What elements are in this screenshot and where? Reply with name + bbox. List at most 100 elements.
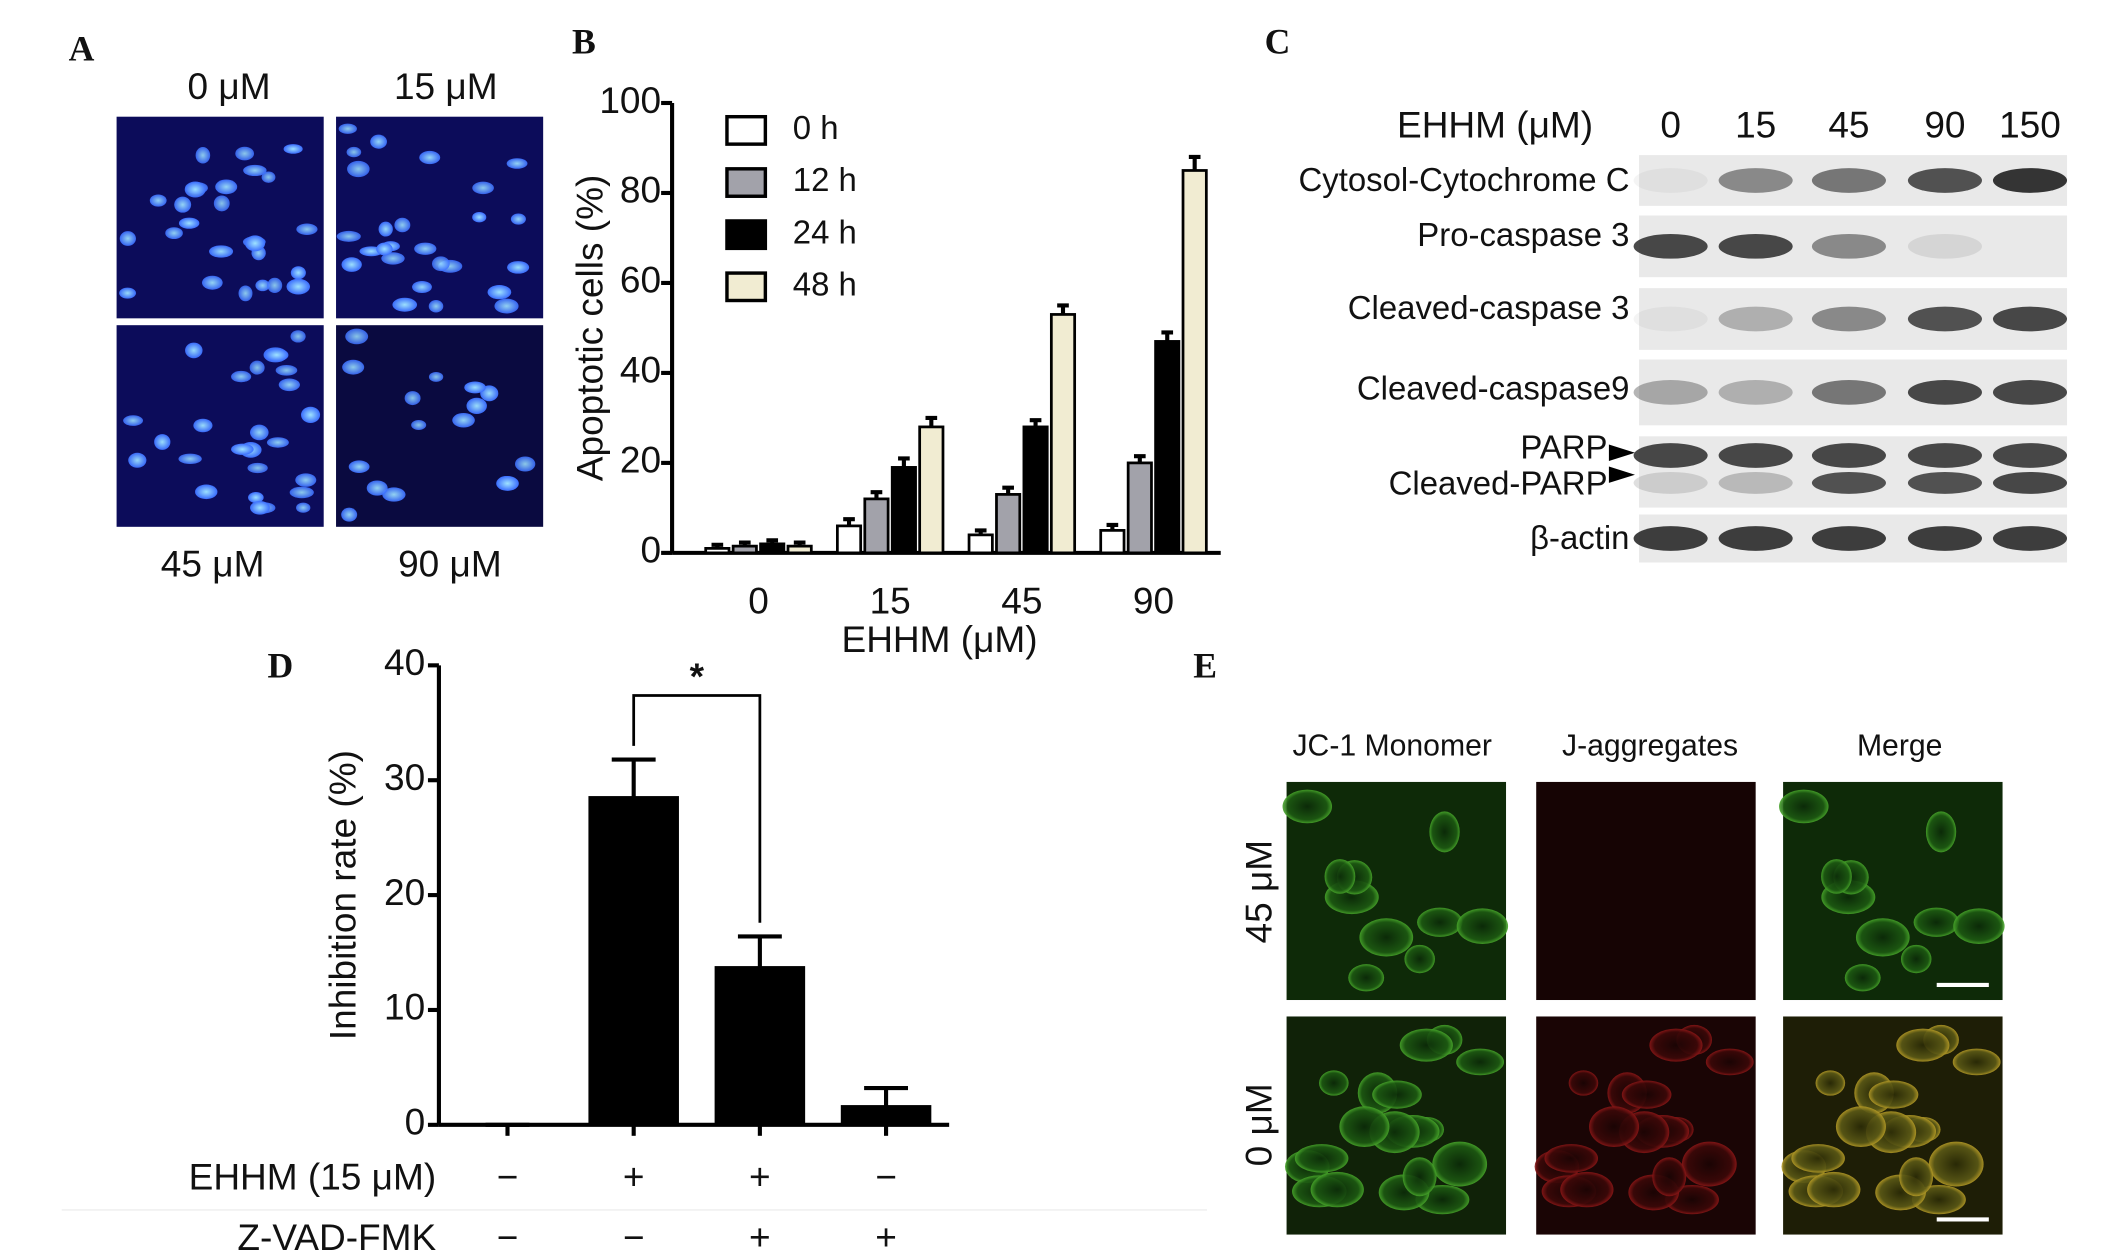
- nucleus: [466, 397, 487, 414]
- nucleus: [261, 171, 276, 183]
- cell: [1681, 1141, 1737, 1187]
- nucleus: [414, 242, 437, 255]
- blot-band: [1633, 443, 1708, 468]
- y-tick-label: 0: [641, 529, 662, 571]
- cell: [1417, 907, 1463, 937]
- cell: [1399, 1028, 1453, 1062]
- blot-band: [1992, 471, 2068, 494]
- y-tick-label: 80: [620, 169, 661, 211]
- error-bar: [1029, 418, 1042, 427]
- nucleus: [432, 256, 450, 272]
- x-tick-label: 0: [748, 579, 769, 621]
- y-tick-label: 10: [384, 986, 425, 1028]
- y-axis-label: Inhibition rate (%): [321, 750, 363, 1040]
- cell: [1649, 1028, 1703, 1062]
- blot-row-label: Pro-caspase 3: [1417, 216, 1629, 253]
- blot-band: [1811, 233, 1886, 259]
- bar: [1022, 425, 1049, 555]
- nucleus: [178, 453, 202, 465]
- arrowhead: [1608, 466, 1635, 483]
- nucleus: [195, 484, 218, 500]
- legend-label: 12 h: [793, 161, 857, 198]
- blot-row-label: Cleaved-caspase9: [1357, 370, 1630, 407]
- y-tick-label: 40: [620, 349, 661, 391]
- bar: [995, 493, 1022, 555]
- treatment-sign: +: [749, 1216, 771, 1258]
- nucleus: [366, 480, 388, 496]
- blot-band: [1811, 306, 1886, 332]
- nucleus: [119, 231, 136, 246]
- bar: [759, 542, 786, 555]
- bar: [731, 544, 758, 555]
- error-bar: [766, 538, 779, 544]
- treatment-sign: +: [749, 1155, 771, 1197]
- nucleus: [255, 279, 270, 292]
- y-tick-label: 20: [620, 439, 661, 481]
- blot-band: [1907, 168, 1982, 193]
- bar: [863, 497, 890, 555]
- treatment-sign: −: [623, 1216, 645, 1258]
- cell: [1324, 859, 1356, 894]
- legend-label: 0 h: [793, 109, 839, 146]
- significance-bracket: [632, 694, 762, 923]
- blot-row-label: PARP: [1520, 429, 1607, 466]
- column-label: J-aggregates: [1562, 730, 1738, 763]
- nucleus: [215, 179, 238, 195]
- blot-band: [1907, 233, 1982, 259]
- panel-label: E: [1193, 646, 1217, 686]
- error-bar: [711, 542, 724, 549]
- nucleus: [123, 415, 144, 426]
- bar: [714, 966, 806, 1127]
- legend-label: 48 h: [793, 265, 857, 302]
- error-bar: [737, 934, 782, 968]
- blot-band: [1811, 380, 1886, 405]
- nucleus: [250, 500, 270, 515]
- bar: [835, 524, 863, 555]
- y-axis-label: Apoptotic cells (%): [568, 175, 610, 482]
- nucleus: [249, 360, 265, 375]
- bar: [1126, 461, 1153, 555]
- x-tick-label: 90: [1133, 579, 1174, 621]
- blot-band: [1992, 306, 2068, 332]
- cell: [1855, 918, 1910, 957]
- blot-band: [1633, 306, 1708, 332]
- nucleus: [338, 123, 357, 134]
- nucleus: [174, 196, 192, 213]
- nucleus: [243, 164, 267, 177]
- micrograph: [336, 325, 544, 527]
- dose-label: 45: [1828, 103, 1869, 145]
- nucleus: [290, 330, 306, 343]
- cell: [1544, 1144, 1599, 1173]
- micrograph: [116, 325, 324, 527]
- blot-row-label: Cleaved-PARP: [1389, 464, 1608, 501]
- blot-band: [1907, 380, 1982, 405]
- image-label: 0 μM: [188, 65, 271, 107]
- blot-row-label: Cytosol-Cytochrome C: [1298, 161, 1629, 198]
- error-bar: [925, 415, 938, 427]
- nucleus: [341, 507, 358, 522]
- column-label: JC-1 Monomer: [1292, 730, 1491, 763]
- nucleus: [201, 275, 223, 290]
- nucleus: [382, 487, 406, 502]
- error-bar: [1002, 485, 1014, 495]
- nucleus: [348, 460, 370, 473]
- nucleus: [278, 378, 300, 392]
- nucleus: [275, 365, 298, 376]
- nucleus: [428, 371, 444, 382]
- blot-band: [1992, 526, 2068, 551]
- nucleus: [295, 473, 317, 487]
- bar: [704, 547, 731, 555]
- nucleus: [346, 146, 362, 158]
- nucleus: [213, 195, 230, 212]
- treatment-sign: +: [875, 1216, 897, 1258]
- error-bar: [1188, 154, 1201, 171]
- error-bar: [1106, 522, 1119, 531]
- nucleus: [296, 223, 318, 235]
- cell: [1621, 1080, 1672, 1109]
- micrograph: [336, 116, 544, 319]
- cell: [1652, 1157, 1687, 1197]
- nucleus: [264, 348, 289, 362]
- fluorescence-image: [1536, 781, 1756, 1001]
- blot-band: [1811, 168, 1886, 193]
- blot-band: [1992, 443, 2068, 468]
